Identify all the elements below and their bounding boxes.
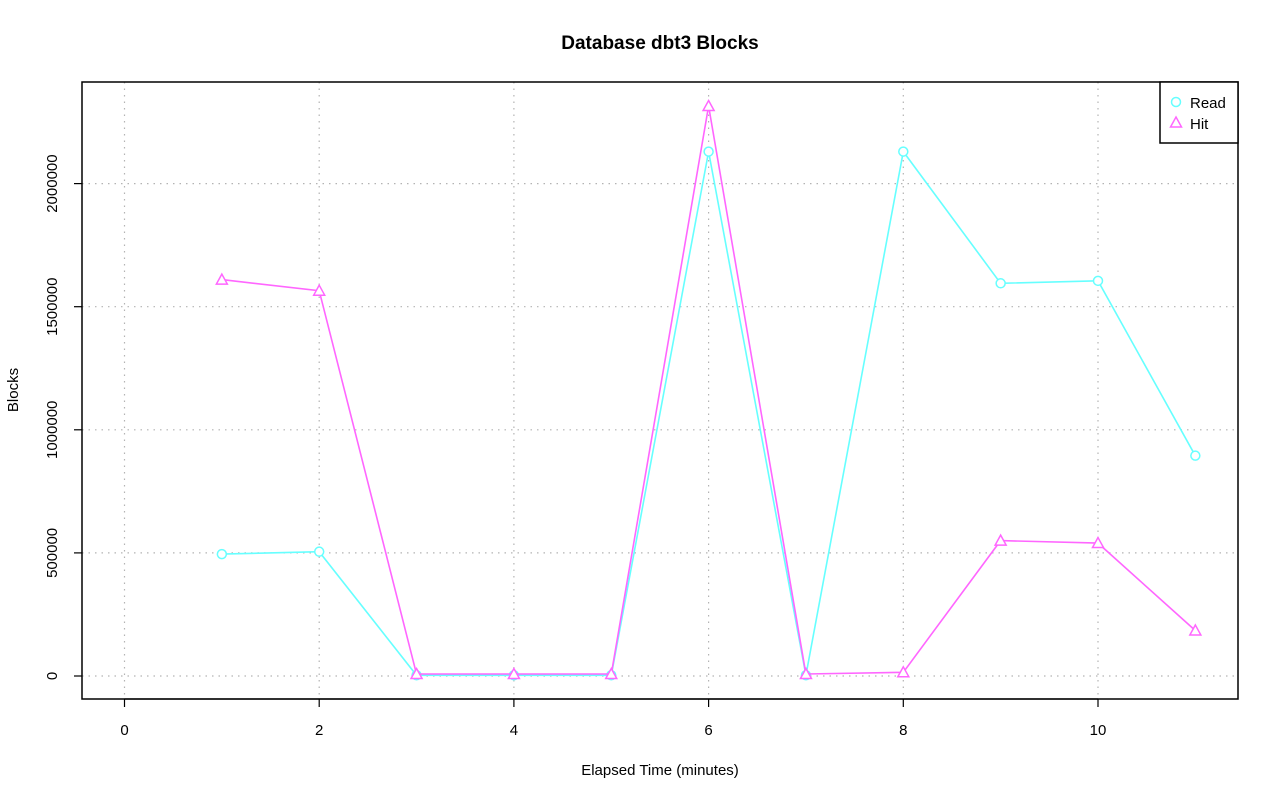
x-axis: 0 2 4 6 8 10 bbox=[120, 698, 1107, 739]
data-point-hit bbox=[1091, 535, 1105, 549]
y-tick-label: 2000000 bbox=[44, 154, 61, 212]
data-point-read bbox=[898, 146, 909, 157]
x-tick-label: 0 bbox=[120, 722, 128, 739]
grid-lines bbox=[82, 82, 1238, 699]
legend-hit-marker bbox=[1169, 115, 1183, 128]
data-point-read bbox=[1092, 275, 1104, 287]
data-point-hit bbox=[1188, 623, 1203, 636]
data-point-hit bbox=[896, 665, 911, 678]
data-point-hit bbox=[409, 666, 424, 680]
data-point-read bbox=[313, 546, 325, 557]
y-tick-label: 500000 bbox=[44, 528, 61, 578]
legend-hit-label: Hit bbox=[1190, 116, 1209, 133]
legend-read-label: Read bbox=[1190, 95, 1226, 112]
y-axis: 0 500000 1000000 1500000 2000000 bbox=[44, 154, 82, 680]
data-point-hit bbox=[993, 533, 1008, 546]
data-point-hit bbox=[799, 666, 813, 680]
series-line-hit bbox=[221, 105, 1196, 675]
y-tick-label: 1500000 bbox=[44, 277, 61, 335]
x-tick-label: 4 bbox=[510, 722, 518, 739]
x-tick-label: 2 bbox=[315, 722, 323, 739]
legend-box bbox=[1159, 81, 1239, 144]
data-point-read bbox=[703, 146, 714, 157]
series-read bbox=[216, 146, 1201, 681]
data-point-hit bbox=[701, 98, 716, 112]
data-point-read bbox=[216, 548, 228, 560]
data-point-hit bbox=[312, 283, 326, 296]
data-point-read bbox=[995, 278, 1006, 289]
data-point-hit bbox=[604, 666, 619, 680]
chart-title: Database dbt3 Blocks bbox=[561, 33, 758, 54]
y-tick-label: 1000000 bbox=[44, 401, 61, 459]
x-tick-label: 10 bbox=[1090, 722, 1107, 739]
y-axis-label: Blocks bbox=[5, 368, 22, 412]
series-hit bbox=[215, 98, 1203, 680]
x-axis-label: Elapsed Time (minutes) bbox=[581, 762, 739, 779]
series-layer bbox=[215, 98, 1203, 681]
data-point-read bbox=[1190, 450, 1201, 461]
legend-read-marker bbox=[1170, 96, 1182, 108]
x-tick-label: 8 bbox=[899, 722, 907, 739]
y-tick-label: 0 bbox=[44, 672, 61, 680]
x-tick-label: 6 bbox=[704, 722, 712, 739]
data-point-hit bbox=[215, 272, 229, 285]
legend: Read Hit bbox=[1159, 81, 1239, 144]
data-point-hit bbox=[507, 666, 521, 680]
